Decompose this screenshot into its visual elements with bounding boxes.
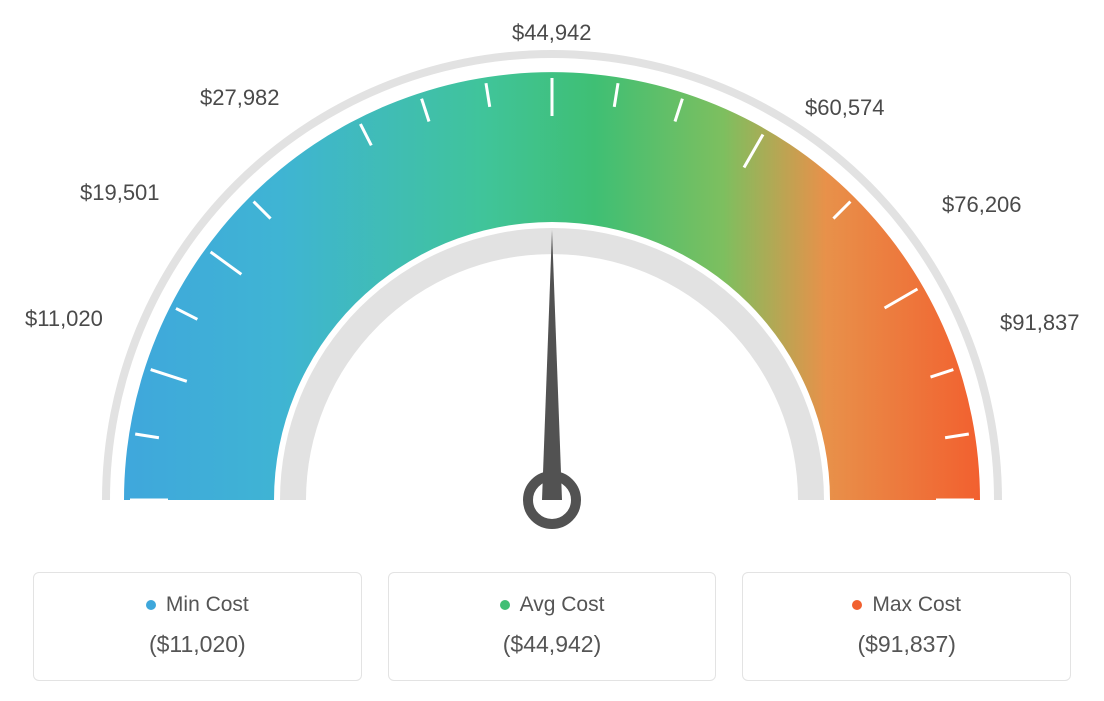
min-dot-icon	[146, 600, 156, 610]
scale-label: $76,206	[942, 192, 1022, 218]
scale-label: $60,574	[805, 95, 885, 121]
min-cost-value: ($11,020)	[58, 631, 337, 658]
max-cost-card: Max Cost ($91,837)	[742, 572, 1071, 681]
avg-cost-card: Avg Cost ($44,942)	[388, 572, 717, 681]
max-cost-title-row: Max Cost	[852, 593, 961, 617]
avg-dot-icon	[500, 600, 510, 610]
scale-label: $44,942	[512, 20, 592, 46]
max-cost-value: ($91,837)	[767, 631, 1046, 658]
avg-cost-value: ($44,942)	[413, 631, 692, 658]
gauge-svg	[20, 20, 1084, 560]
min-cost-card: Min Cost ($11,020)	[33, 572, 362, 681]
scale-label: $19,501	[80, 180, 160, 206]
min-cost-title-row: Min Cost	[146, 593, 249, 617]
gauge-chart: $11,020 $19,501 $27,982 $44,942 $60,574 $76,2…	[20, 20, 1084, 560]
avg-cost-label: Avg Cost	[520, 593, 605, 617]
scale-label: $27,982	[200, 85, 280, 111]
summary-cards: Min Cost ($11,020) Avg Cost ($44,942) Ma…	[33, 572, 1071, 681]
scale-label: $91,837	[1000, 310, 1080, 336]
max-cost-label: Max Cost	[872, 593, 961, 617]
scale-label: $11,020	[25, 306, 103, 332]
avg-cost-title-row: Avg Cost	[500, 593, 605, 617]
max-dot-icon	[852, 600, 862, 610]
min-cost-label: Min Cost	[166, 593, 249, 617]
